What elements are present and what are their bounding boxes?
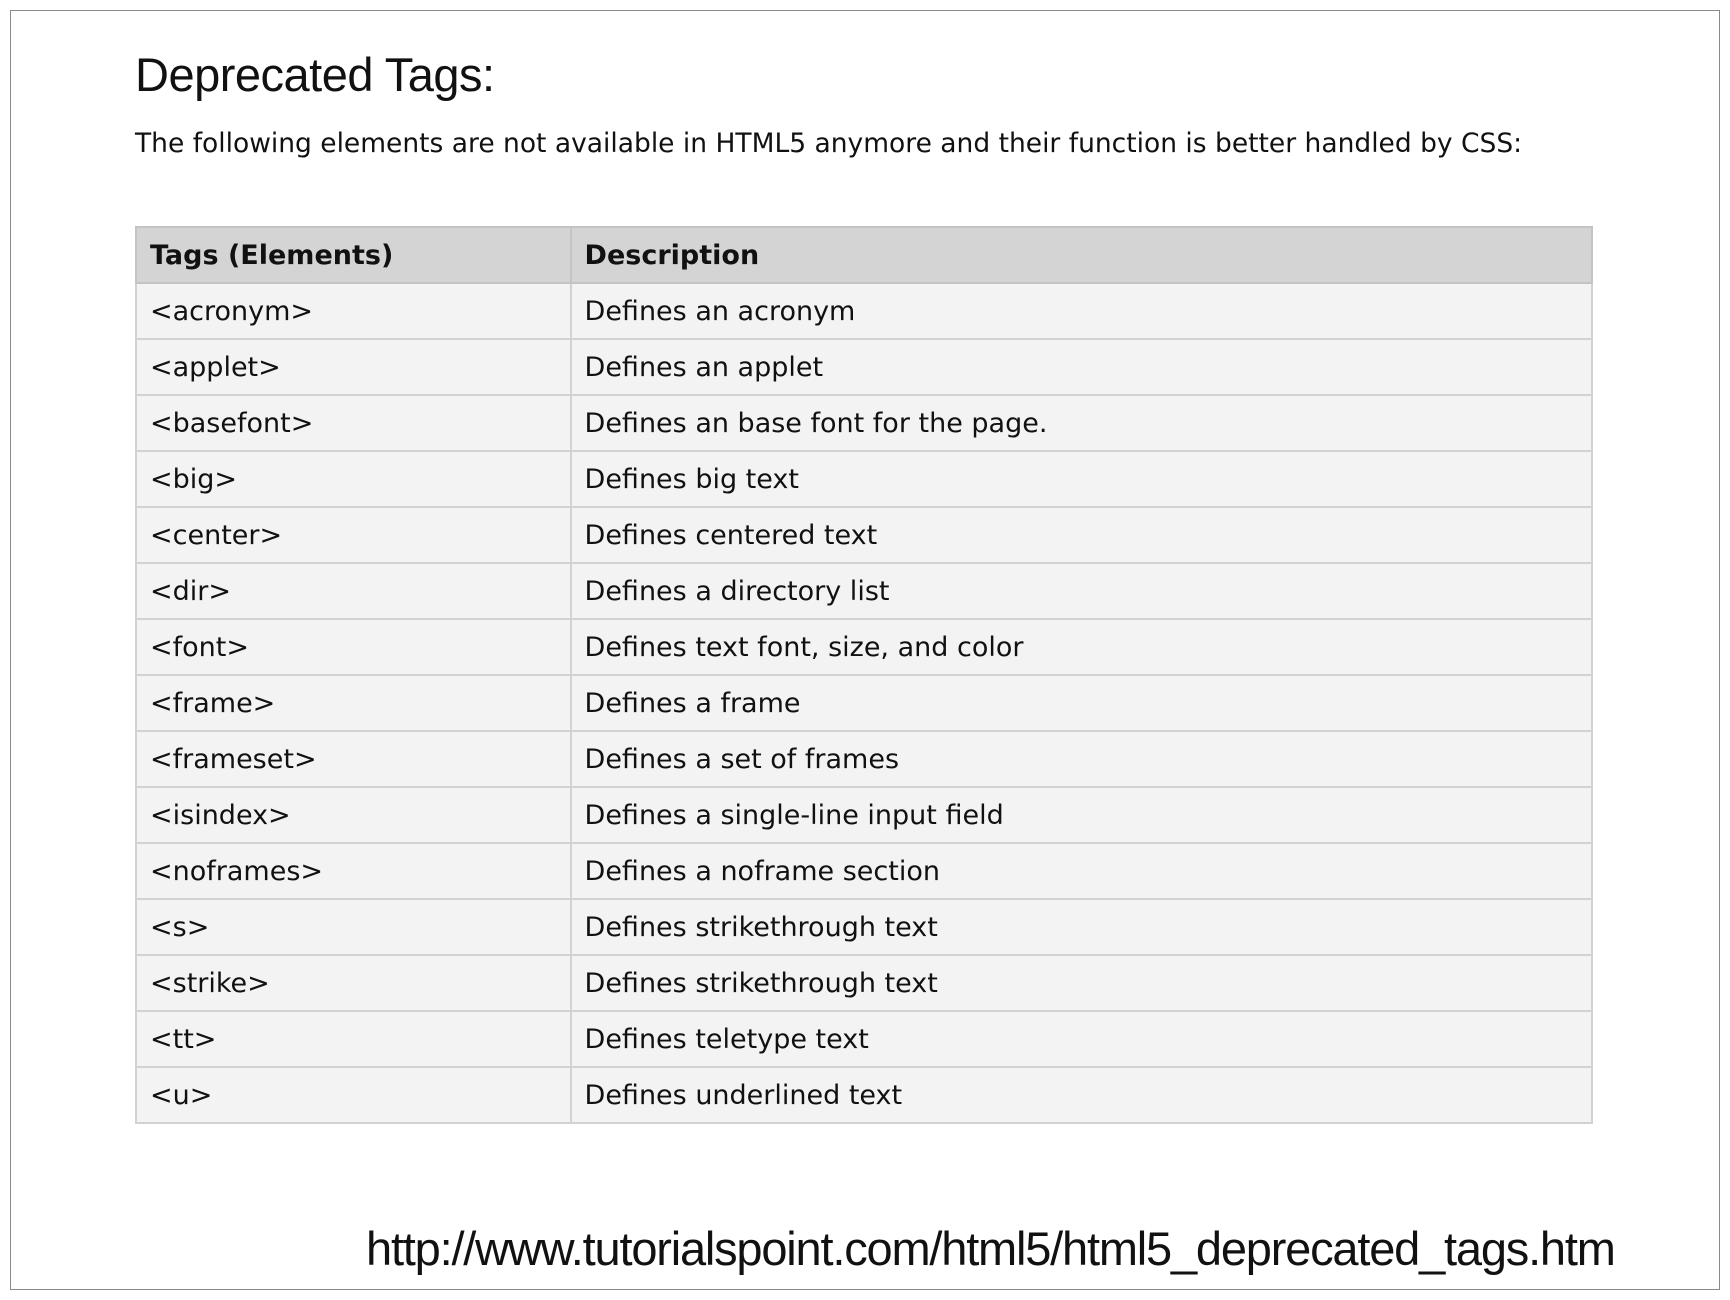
- table-row: <noframes> Defines a noframe section: [135, 842, 1594, 900]
- tag-cell: <big>: [135, 450, 572, 508]
- table-row: <dir> Defines a directory list: [135, 562, 1594, 620]
- table-row: <frame> Defines a frame: [135, 674, 1594, 732]
- slide: Deprecated Tags: The following elements …: [10, 10, 1720, 1290]
- tag-cell: <dir>: [135, 562, 572, 620]
- tag-cell: <applet>: [135, 338, 572, 396]
- table-row: <basefont> Defines an base font for the …: [135, 394, 1594, 452]
- tag-cell: <frameset>: [135, 730, 572, 788]
- tag-cell: <center>: [135, 506, 572, 564]
- tag-cell: <tt>: [135, 1010, 572, 1068]
- tag-cell: <font>: [135, 618, 572, 676]
- table-row: <s> Defines strikethrough text: [135, 898, 1594, 956]
- table-row: <frameset> Defines a set of frames: [135, 730, 1594, 788]
- table-row: <acronym> Defines an acronym: [135, 282, 1594, 340]
- description-cell: Defines text font, size, and color: [569, 618, 1594, 676]
- description-cell: Defines strikethrough text: [569, 954, 1594, 1012]
- description-cell: Defines an base font for the page.: [569, 394, 1594, 452]
- table-row: <isindex> Defines a single-line input fi…: [135, 786, 1594, 844]
- description-cell: Defines a noframe section: [569, 842, 1594, 900]
- tag-cell: <frame>: [135, 674, 572, 732]
- table-row: <applet> Defines an applet: [135, 338, 1594, 396]
- description-cell: Defines a frame: [569, 674, 1594, 732]
- column-header-tags: Tags (Elements): [135, 226, 572, 284]
- tag-cell: <u>: [135, 1066, 572, 1124]
- table-row: <font> Defines text font, size, and colo…: [135, 618, 1594, 676]
- tag-cell: <isindex>: [135, 786, 572, 844]
- source-url-caption: http://www.tutorialspoint.com/html5/html…: [366, 1222, 1616, 1275]
- description-cell: Defines a set of frames: [569, 730, 1594, 788]
- tag-cell: <s>: [135, 898, 572, 956]
- tag-cell: <acronym>: [135, 282, 572, 340]
- description-cell: Defines a single-line input field: [569, 786, 1594, 844]
- intro-paragraph: The following elements are not available…: [135, 128, 1523, 159]
- description-cell: Defines an applet: [569, 338, 1594, 396]
- description-cell: Defines centered text: [569, 506, 1594, 564]
- deprecated-tags-table: Tags (Elements) Description <acronym> De…: [135, 226, 1594, 1124]
- description-cell: Defines underlined text: [569, 1066, 1594, 1124]
- description-cell: Defines an acronym: [569, 282, 1594, 340]
- column-header-description: Description: [569, 226, 1594, 284]
- table-row: <center> Defines centered text: [135, 506, 1594, 564]
- tag-cell: <basefont>: [135, 394, 572, 452]
- table-row: <tt> Defines teletype text: [135, 1010, 1594, 1068]
- description-cell: Defines a directory list: [569, 562, 1594, 620]
- description-cell: Defines teletype text: [569, 1010, 1594, 1068]
- table-row: <u> Defines underlined text: [135, 1066, 1594, 1124]
- table-header-row: Tags (Elements) Description: [135, 226, 1594, 284]
- page-title: Deprecated Tags:: [135, 48, 495, 101]
- tag-cell: <noframes>: [135, 842, 572, 900]
- description-cell: Defines big text: [569, 450, 1594, 508]
- table-row: <strike> Defines strikethrough text: [135, 954, 1594, 1012]
- table-row: <big> Defines big text: [135, 450, 1594, 508]
- description-cell: Defines strikethrough text: [569, 898, 1594, 956]
- tag-cell: <strike>: [135, 954, 572, 1012]
